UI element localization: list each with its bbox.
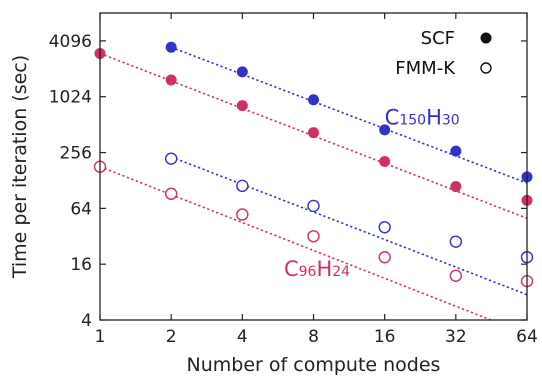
data-point-c150h30-fmm-k <box>449 235 463 248</box>
x-tick-label: 2 <box>166 327 177 347</box>
data-point-c96h24-scf <box>379 155 391 167</box>
annotation-part: H <box>426 106 442 130</box>
x-tick-label: 64 <box>516 327 538 347</box>
legend-label-fmmk: FMM-K <box>395 58 456 79</box>
y-tick-label: 256 <box>60 144 92 164</box>
x-axis-ticks: 1 2 4 8 16 32 64 <box>95 13 538 347</box>
data-point-c96h24-scf <box>308 127 319 139</box>
annotation-c96h24: C96H24 <box>284 257 350 281</box>
annotation-part: 150 <box>399 113 426 129</box>
annotation-part: 24 <box>332 264 350 280</box>
y-tick-label: 1024 <box>49 88 92 108</box>
data-point-c150h30-scf <box>308 94 319 106</box>
data-point-c150h30-scf <box>450 145 462 157</box>
y-tick-label: 64 <box>70 199 92 219</box>
data-point-c96h24-fmm-k <box>449 269 463 282</box>
fit-line-c96h24-fmm-k <box>99 165 492 321</box>
x-tick-label: 16 <box>374 327 396 347</box>
annotation-part: 30 <box>442 113 460 129</box>
data-points <box>93 41 534 288</box>
data-point-c150h30-fmm-k <box>307 199 320 213</box>
data-point-c150h30-fmm-k <box>378 221 391 234</box>
y-tick-label: 4096 <box>49 32 92 52</box>
data-point-c150h30-fmm-k <box>236 179 249 193</box>
fit-line-c150h30-fmm-k <box>170 156 528 296</box>
data-point-c96h24-fmm-k <box>307 230 320 243</box>
legend-marker-filled <box>480 32 492 44</box>
data-point-c96h24-scf <box>450 181 462 193</box>
annotation-part: H <box>316 257 332 281</box>
x-axis-label: Number of compute nodes <box>187 354 441 376</box>
fit-line-c150h30-scf <box>170 46 528 184</box>
data-point-c150h30-fmm-k <box>164 152 178 165</box>
data-point-c96h24-fmm-k <box>378 251 391 264</box>
annotation-part: C <box>385 106 400 130</box>
data-point-c96h24-fmm-k <box>236 208 249 221</box>
data-point-c150h30-scf <box>165 41 177 53</box>
x-tick-label: 32 <box>445 327 467 347</box>
annotation-part: C <box>284 257 299 281</box>
fit-lines <box>99 46 528 321</box>
y-axis-ticks: 4 16 64 256 1024 4096 <box>49 32 527 331</box>
legend-label-scf: SCF <box>421 28 455 49</box>
y-tick-label: 4 <box>81 311 92 331</box>
annotation-part: 96 <box>299 264 317 280</box>
data-point-c96h24-fmm-k <box>164 187 178 200</box>
data-point-c150h30-scf <box>236 66 248 78</box>
x-tick-label: 4 <box>237 327 248 347</box>
data-point-c96h24-scf <box>236 100 248 112</box>
x-tick-label: 8 <box>308 327 319 347</box>
x-tick-label: 1 <box>95 327 106 347</box>
legend-marker-open <box>480 62 492 74</box>
legend: SCF FMM-K <box>395 28 492 79</box>
data-point-c150h30-scf <box>379 124 391 136</box>
data-point-c96h24-scf <box>165 74 177 86</box>
annotation-c150h30: C150H30 <box>385 106 460 130</box>
y-axis-label: Time per iteration (sec) <box>9 55 31 279</box>
y-tick-label: 16 <box>70 255 92 275</box>
